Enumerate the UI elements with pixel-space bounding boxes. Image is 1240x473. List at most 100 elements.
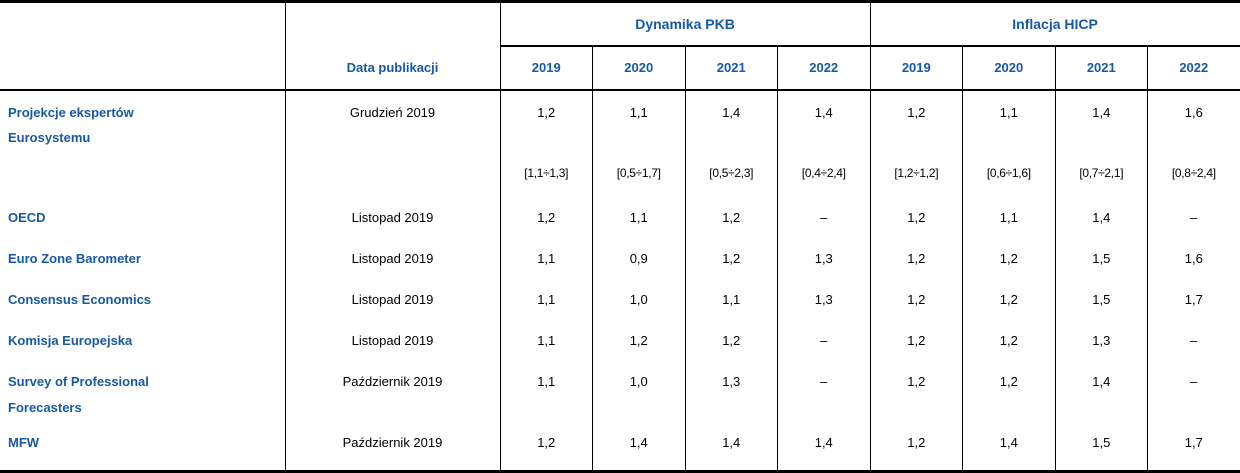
row-date: Listopad 2019: [284, 196, 500, 238]
date-column-blank-cell: [284, 1, 500, 46]
year-header: 2019: [499, 45, 593, 91]
row-label: Euro Zone Barometer: [8, 251, 141, 267]
row-date: Listopad 2019: [284, 278, 500, 320]
date-column-header: Data publikacji: [284, 45, 500, 91]
cell-value: 1,2: [684, 237, 778, 279]
row-label: Survey of Professional Forecasters: [8, 374, 149, 415]
cell-value: 1,2: [962, 319, 1056, 361]
row-label: Consensus Economics: [8, 292, 152, 308]
cell-value: 1,2: [592, 319, 685, 361]
row-date: Październik 2019: [284, 421, 500, 472]
cell-value: 1,1: [499, 237, 593, 279]
table-row: Komisja Europejska Listopad 2019 1,1 1,2…: [0, 319, 1240, 361]
cell-value: 1,4: [684, 89, 778, 151]
cell-value: –: [777, 319, 871, 361]
cell-value: 1,2: [499, 89, 593, 151]
cell-value: 1,1: [592, 196, 685, 238]
table-row: Survey of Professional Forecasters Paźdz…: [0, 360, 1240, 422]
cell-value: 1,5: [1054, 278, 1148, 320]
row-date: Październik 2019: [284, 360, 500, 422]
table-body: Projekcje ekspertów Eurosystemu Grudzień…: [0, 89, 1240, 472]
label-column-blank-cell: [0, 45, 285, 91]
cell-value: 1,1: [684, 278, 778, 320]
row-label: MFW: [8, 435, 40, 451]
cell-value: 1,4: [1054, 89, 1148, 151]
year-header-row: Data publikacji 2019 2020 2021 2022 2019…: [0, 45, 1240, 91]
cell-value: [1,1÷1,3]: [499, 150, 593, 197]
cell-value: 1,2: [869, 360, 963, 422]
row-date: [284, 150, 500, 197]
table-row: OECD Listopad 2019 1,2 1,1 1,2 – 1,2 1,1…: [0, 196, 1240, 238]
cell-value: 1,3: [777, 237, 871, 279]
cell-value: 1,2: [962, 237, 1056, 279]
cell-value: 1,2: [684, 319, 778, 361]
year-header: 2021: [1054, 45, 1148, 91]
cell-value: 1,4: [777, 421, 871, 472]
cell-value: 1,1: [592, 89, 685, 151]
cell-value: 1,0: [592, 360, 685, 422]
year-header: 2022: [777, 45, 871, 91]
year-header: 2020: [592, 45, 685, 91]
cell-value: 1,4: [1054, 196, 1148, 238]
cell-value: [0,8÷2,4]: [1147, 150, 1240, 197]
year-header: 2020: [962, 45, 1056, 91]
table-row: Consensus Economics Listopad 2019 1,1 1,…: [0, 278, 1240, 320]
cell-value: 1,4: [1054, 360, 1148, 422]
table-row: MFW Październik 2019 1,2 1,4 1,4 1,4 1,2…: [0, 421, 1240, 472]
cell-value: 1,6: [1147, 237, 1240, 279]
cell-value: 1,7: [1147, 278, 1240, 320]
cell-value: [0,4÷2,4]: [777, 150, 871, 197]
cell-value: [0,6÷1,6]: [962, 150, 1056, 197]
table-row: [1,1÷1,3] [0,5÷1,7] [0,5÷2,3] [0,4÷2,4] …: [0, 150, 1240, 197]
cell-value: 1,2: [869, 196, 963, 238]
table-row: Euro Zone Barometer Listopad 2019 1,1 0,…: [0, 237, 1240, 279]
cell-value: [0,5÷1,7]: [592, 150, 685, 197]
cell-value: 1,6: [1147, 89, 1240, 151]
row-label: Komisja Europejska: [8, 333, 133, 349]
cell-value: 1,3: [1054, 319, 1148, 361]
year-header: 2019: [869, 45, 963, 91]
cell-value: 1,2: [869, 89, 963, 151]
cell-value: 1,2: [499, 196, 593, 238]
table-row: Projekcje ekspertów Eurosystemu Grudzień…: [0, 89, 1240, 151]
cell-value: 1,2: [869, 421, 963, 472]
row-date: Listopad 2019: [284, 237, 500, 279]
cell-value: 1,3: [684, 360, 778, 422]
cell-value: 1,4: [592, 421, 685, 472]
cell-value: –: [1147, 196, 1240, 238]
group-header-hicp: Inflacja HICP: [869, 1, 1240, 47]
row-label: Projekcje ekspertów Eurosystemu: [8, 104, 134, 145]
row-date: Listopad 2019: [284, 319, 500, 361]
cell-value: 1,5: [1054, 237, 1148, 279]
cell-value: 1,2: [869, 278, 963, 320]
cell-value: 1,1: [499, 360, 593, 422]
row-label: [0, 150, 285, 196]
cell-value: [0,5÷2,3]: [684, 150, 778, 197]
cell-value: 1,1: [499, 319, 593, 361]
cell-value: 1,1: [962, 196, 1056, 238]
cell-value: 1,2: [869, 319, 963, 361]
cell-value: 0,9: [592, 237, 685, 279]
cell-value: 1,7: [1147, 421, 1240, 472]
cell-value: 1,2: [499, 421, 593, 472]
cell-value: 1,2: [684, 196, 778, 238]
cell-value: 1,3: [777, 278, 871, 320]
cell-value: –: [777, 360, 871, 422]
cell-value: 1,2: [962, 360, 1056, 422]
cell-value: 1,2: [869, 237, 963, 279]
group-header-gdp: Dynamika PKB: [499, 1, 871, 47]
cell-value: –: [777, 196, 871, 238]
year-header: 2021: [684, 45, 778, 91]
group-header-row: Dynamika PKB Inflacja HICP: [0, 1, 1240, 47]
cell-value: 1,4: [684, 421, 778, 472]
corner-blank-cell: [0, 2, 285, 46]
cell-value: 1,1: [499, 278, 593, 320]
cell-value: –: [1147, 319, 1240, 361]
cell-value: 1,4: [777, 89, 871, 151]
year-header: 2022: [1147, 45, 1240, 91]
cell-value: 1,5: [1054, 421, 1148, 472]
row-date: Grudzień 2019: [284, 89, 500, 151]
cell-value: –: [1147, 360, 1240, 422]
cell-value: [1,2÷1,2]: [869, 150, 963, 197]
